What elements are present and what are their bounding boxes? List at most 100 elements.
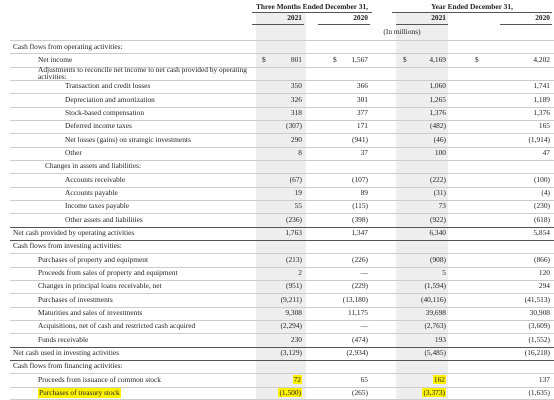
row-label: Other assets and liabilities xyxy=(65,214,143,224)
currency-symbol: $ xyxy=(475,54,479,64)
cell-value: 89 xyxy=(360,188,368,198)
year-header: 2021 xyxy=(431,13,446,22)
cell-value: 193 xyxy=(434,334,446,344)
row-label: Maturities and sales of investments xyxy=(38,308,143,318)
row-label: Purchases of investments xyxy=(38,294,113,304)
column-group-title: Year Ended December 31, xyxy=(431,2,513,11)
cell-value: (2,934) xyxy=(346,348,368,358)
cell-value: 1,376 xyxy=(429,108,446,118)
cell-value: (4) xyxy=(541,188,550,198)
row-label: Proceeds from issuance of common stock xyxy=(38,374,161,384)
header-rule xyxy=(392,12,552,13)
highlight: (3,373) xyxy=(422,388,446,398)
year-header: 2021 xyxy=(287,13,302,22)
cell-value: 326 xyxy=(290,94,302,104)
cell-value: 19 xyxy=(294,188,302,198)
cell-value: (115) xyxy=(352,201,368,211)
row-rule xyxy=(10,186,554,188)
header-rule xyxy=(396,24,448,25)
row-rule xyxy=(10,266,554,268)
row-label: Deferred income taxes xyxy=(65,121,132,131)
year-header: 2020 xyxy=(353,13,368,22)
row-label: Net cash provided by operating activitie… xyxy=(13,228,135,238)
row-label: Changes in principal loans receivable, n… xyxy=(38,281,162,291)
row-rule xyxy=(10,53,554,55)
cell-value: (41,513) xyxy=(524,294,550,304)
cell-value: (866) xyxy=(533,254,550,264)
column-shade xyxy=(256,12,306,400)
cell-value: 1,060 xyxy=(429,81,446,91)
row-label: Cash flows from operating activities: xyxy=(13,41,123,51)
cell-value: 350 xyxy=(290,81,302,91)
highlight: 72 xyxy=(292,374,302,384)
currency-symbol: $ xyxy=(333,54,337,64)
cell-value: 47 xyxy=(542,148,550,158)
row-rule xyxy=(10,306,554,308)
row-rule xyxy=(10,106,554,108)
cell-value: 801 xyxy=(290,54,302,64)
cell-value: 294 xyxy=(538,281,550,291)
cell-value: (482) xyxy=(429,121,446,131)
cell-value: (226) xyxy=(351,254,368,264)
row-rule xyxy=(10,293,554,295)
row-rule xyxy=(10,359,554,361)
cell-value: 6,340 xyxy=(429,228,446,238)
row-rule xyxy=(10,333,554,335)
cell-value: (3,609) xyxy=(528,321,550,331)
cell-value: (229) xyxy=(351,281,368,291)
highlight: (1,500) xyxy=(278,388,302,398)
row-rule xyxy=(10,40,554,41)
cell-value: 4,169 xyxy=(429,54,446,64)
cell-value: (107) xyxy=(351,174,368,184)
row-label: Acquisitions, net of cash and restricted… xyxy=(38,321,196,331)
row-label: Depreciation and amortization xyxy=(65,94,155,104)
row-label: Stock-based compensation xyxy=(65,108,145,118)
row-rule xyxy=(10,253,554,255)
cell-value: 30,908 xyxy=(529,308,550,318)
cell-value: (5,485) xyxy=(424,348,446,358)
cell-value: (474) xyxy=(351,334,368,344)
row-label: Net cash used in investing activities xyxy=(13,348,120,358)
cell-value: (46) xyxy=(433,134,446,144)
cell-value: 1,376 xyxy=(533,108,550,118)
cell-value: (922) xyxy=(429,214,446,224)
cell-value: 65 xyxy=(360,374,368,384)
row-label: Transaction and credit losses xyxy=(65,81,151,91)
cell-value: 100 xyxy=(434,148,446,158)
row-rule xyxy=(10,133,554,135)
cell-value: — xyxy=(360,268,368,278)
cell-value: (40,116) xyxy=(421,294,446,304)
cell-value: 1,741 xyxy=(533,81,550,91)
year-header: 2020 xyxy=(535,13,550,22)
cell-value: 165 xyxy=(538,121,550,131)
cell-value: 5,854 xyxy=(533,228,550,238)
row-label: Accounts payable xyxy=(65,188,118,198)
cell-value: 11,175 xyxy=(347,308,368,318)
cell-value: 1,347 xyxy=(351,228,368,238)
row-label: Cash flows from financing activities: xyxy=(13,361,123,371)
cell-value: 301 xyxy=(356,94,368,104)
cell-value: 162 xyxy=(386,374,446,385)
column-shade xyxy=(396,12,448,400)
row-rule xyxy=(10,213,554,215)
row-label: Changes in assets and liabilities: xyxy=(45,161,142,171)
cell-value: 72 xyxy=(242,374,302,385)
cell-value: (31) xyxy=(433,188,446,198)
row-rule xyxy=(10,146,554,148)
row-label: Purchases of treasury stock xyxy=(38,388,121,399)
row-label: Income taxes payable xyxy=(65,201,130,211)
cell-value: (9,211) xyxy=(280,294,302,304)
row-rule xyxy=(10,199,554,201)
cell-value: (941) xyxy=(351,134,368,144)
cell-value: — xyxy=(360,321,368,331)
row-label: Net losses (gains) on strategic investme… xyxy=(65,134,191,144)
row-rule xyxy=(10,93,554,95)
cell-value: 39,698 xyxy=(425,308,446,318)
row-label: Adjustments to reconcile net income to n… xyxy=(38,64,247,81)
header-rule xyxy=(252,24,304,25)
cell-value: 4,202 xyxy=(533,54,550,64)
row-rule xyxy=(10,319,554,321)
row-rule xyxy=(10,226,554,228)
cell-value: 230 xyxy=(290,334,302,344)
cell-value: (222) xyxy=(429,174,446,184)
